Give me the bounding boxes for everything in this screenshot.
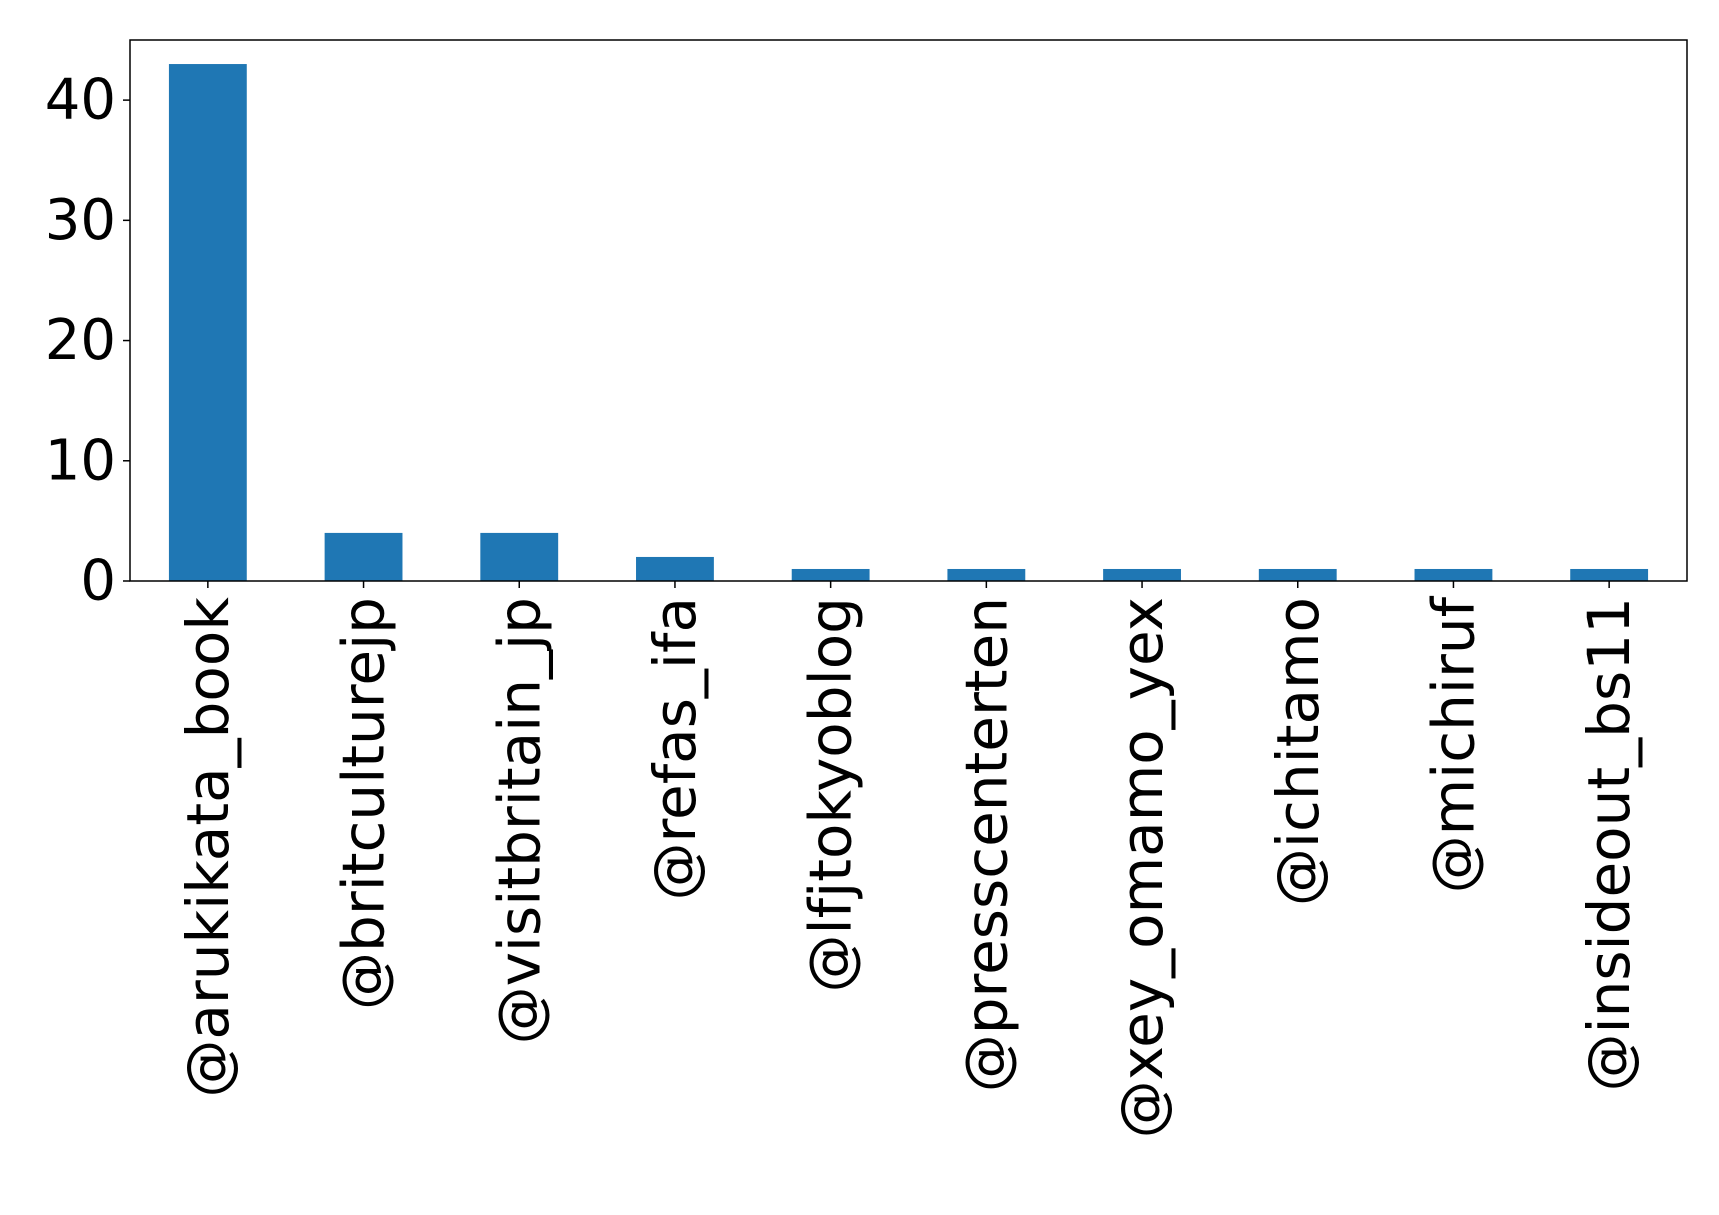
x-tick-label: @michiruf (1419, 595, 1487, 893)
bar-2 (324, 532, 403, 581)
x-tick-label: @presscenterten (952, 597, 1020, 1092)
y-axis: 0 10 20 30 40 (45, 68, 130, 614)
y-tick-label: 30 (45, 188, 116, 253)
x-tick-label: @arukikata_book (174, 597, 242, 1098)
bar-1 (168, 64, 247, 582)
x-tick-label: @britculturejp (330, 597, 398, 1010)
y-tick-label: 20 (45, 308, 116, 373)
x-tick-label: @xey_omamo_yex (1108, 597, 1176, 1138)
y-tick-label: 10 (45, 428, 116, 493)
x-tick-label: @lfjtokyoblog (797, 597, 865, 992)
bars (168, 64, 1649, 582)
y-tick-label: 40 (45, 68, 116, 133)
bar-8 (1258, 568, 1337, 581)
bar-4 (636, 556, 714, 581)
bar-6 (947, 568, 1026, 581)
x-tick-label: @visitbritain_jp (485, 597, 553, 1044)
bar-7 (1103, 568, 1181, 581)
y-tick-label: 0 (80, 549, 116, 614)
x-tick-label: @insideout_bs11 (1575, 597, 1643, 1092)
bar-10 (1570, 568, 1649, 581)
x-tick-label: @ichitamo (1264, 597, 1332, 906)
bar-5 (791, 568, 870, 581)
bar-3 (480, 532, 559, 581)
plot-frame (129, 39, 1688, 582)
x-axis: @arukikata_book @britculturejp @visitbrita… (174, 581, 1643, 1138)
bar-9 (1414, 568, 1493, 581)
x-tick-label: @refas_ifa (641, 597, 709, 901)
